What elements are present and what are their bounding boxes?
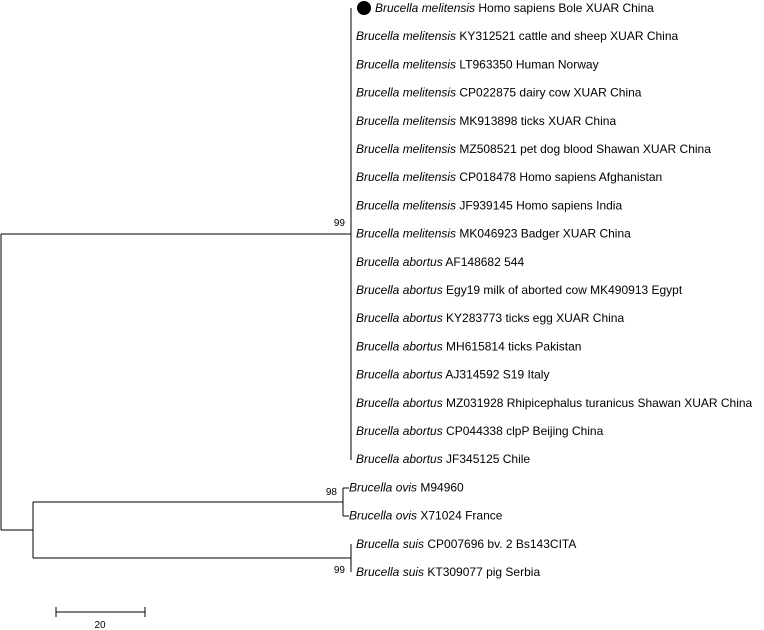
leaf-label: Brucella melitensis CP022875 dairy cow X… bbox=[356, 86, 642, 100]
leaf-label: Brucella melitensis CP018478 Homo sapien… bbox=[356, 170, 662, 184]
scale-bar-label: 20 bbox=[94, 620, 106, 630]
leaf-strain-info: MK913898 ticks XUAR China bbox=[456, 114, 616, 128]
leaf-species: Brucella melitensis bbox=[356, 227, 456, 241]
leaf-strain-info: CP018478 Homo sapiens Afghanistan bbox=[456, 170, 662, 184]
leaf-label: Brucella melitensis MZ508521 pet dog blo… bbox=[356, 142, 711, 156]
leaf-strain-info: CP022875 dairy cow XUAR China bbox=[456, 86, 642, 100]
leaf-species: Brucella melitensis bbox=[356, 198, 456, 212]
leaf-species: Brucella abortus bbox=[356, 452, 443, 466]
leaf-label: Brucella melitensis JF939145 Homo sapien… bbox=[356, 198, 622, 212]
leaf-strain-info: Egy19 milk of aborted cow MK490913 Egypt bbox=[443, 283, 683, 297]
leaf-species: Brucella abortus bbox=[356, 396, 443, 410]
leaf-strain-info: CP044338 clpP Beijing China bbox=[443, 424, 604, 438]
leaf-strain-info: Homo sapiens Bole XUAR China bbox=[475, 1, 654, 15]
leaf-label: Brucella suis KT309077 pig Serbia bbox=[356, 565, 540, 579]
leaf-label: Brucella abortus AF148682 544 bbox=[356, 255, 524, 269]
study-isolate-marker-icon bbox=[357, 1, 371, 15]
leaf-species: Brucella melitensis bbox=[356, 170, 456, 184]
leaf-species: Brucella abortus bbox=[356, 311, 443, 325]
leaf-label: Brucella melitensis LT963350 Human Norwa… bbox=[356, 57, 599, 71]
leaf-species: Brucella abortus bbox=[356, 283, 443, 297]
leaf-species: Brucella ovis bbox=[349, 480, 417, 494]
leaf-label: Brucella abortus KY283773 ticks egg XUAR… bbox=[356, 311, 624, 325]
leaf-strain-info: KY283773 ticks egg XUAR China bbox=[443, 311, 625, 325]
leaf-species: Brucella suis bbox=[356, 565, 424, 579]
leaf-species: Brucella melitensis bbox=[356, 142, 456, 156]
leaf-species: Brucella abortus bbox=[356, 339, 443, 353]
leaf-strain-info: JF939145 Homo sapiens India bbox=[456, 198, 622, 212]
leaf-species: Brucella melitensis bbox=[356, 29, 456, 43]
leaf-label: Brucella abortus Egy19 milk of aborted c… bbox=[356, 283, 683, 297]
bootstrap-value-suis: 99 bbox=[334, 565, 346, 576]
leaf-strain-info: MZ508521 pet dog blood Shawan XUAR China bbox=[456, 142, 711, 156]
tree-branches bbox=[0, 8, 352, 572]
leaf-strain-info: LT963350 Human Norway bbox=[456, 57, 599, 71]
bootstrap-value-melitensis-abortus: 99 bbox=[334, 218, 346, 229]
leaf-strain-info: AF148682 544 bbox=[443, 255, 525, 269]
leaf-strain-info: JF345125 Chile bbox=[443, 452, 531, 466]
leaf-strain-info: CP007696 bv. 2 Bs143CITA bbox=[424, 537, 576, 551]
leaf-species: Brucella melitensis bbox=[375, 1, 475, 15]
leaf-species: Brucella abortus bbox=[356, 424, 443, 438]
leaf-strain-info: KY312521 cattle and sheep XUAR China bbox=[456, 29, 678, 43]
leaf-label: Brucella abortus JF345125 Chile bbox=[356, 452, 530, 466]
leaf-label: Brucella abortus CP044338 clpP Beijing C… bbox=[356, 424, 604, 438]
leaf-species: Brucella ovis bbox=[349, 509, 417, 523]
leaf-strain-info: AJ314592 S19 Italy bbox=[443, 368, 550, 382]
leaf-species: Brucella melitensis bbox=[356, 57, 456, 71]
leaf-strain-info: M94960 bbox=[417, 480, 464, 494]
leaf-strain-info: MH615814 ticks Pakistan bbox=[443, 339, 582, 353]
leaf-species: Brucella suis bbox=[356, 537, 424, 551]
leaf-label: Brucella melitensis MK046923 Badger XUAR… bbox=[356, 227, 631, 241]
scale-bar: 20 bbox=[55, 607, 146, 630]
leaf-label: Brucella melitensis KY312521 cattle and … bbox=[356, 29, 679, 43]
leaf-species: Brucella abortus bbox=[356, 368, 443, 382]
bootstrap-value-ovis: 98 bbox=[326, 487, 338, 498]
leaf-strain-info: MK046923 Badger XUAR China bbox=[456, 227, 631, 241]
leaf-species: Brucella melitensis bbox=[356, 114, 456, 128]
leaf-species: Brucella melitensis bbox=[356, 86, 456, 100]
leaf-label: Brucella melitensis MK913898 ticks XUAR … bbox=[356, 114, 616, 128]
leaf-label: Brucella abortus MH615814 ticks Pakistan bbox=[356, 339, 581, 353]
leaf-species: Brucella abortus bbox=[356, 255, 443, 269]
leaf-labels: Brucella melitensis Homo sapiens Bole XU… bbox=[349, 1, 753, 579]
leaf-label: Brucella abortus AJ314592 S19 Italy bbox=[356, 368, 549, 382]
leaf-strain-info: KT309077 pig Serbia bbox=[424, 565, 540, 579]
leaf-label: Brucella abortus MZ031928 Rhipicephalus … bbox=[356, 396, 753, 410]
leaf-label: Brucella ovis M94960 bbox=[349, 480, 464, 494]
leaf-label: Brucella suis CP007696 bv. 2 Bs143CITA bbox=[356, 537, 576, 551]
leaf-strain-info: X71024 France bbox=[417, 509, 503, 523]
leaf-label: Brucella ovis X71024 France bbox=[349, 509, 503, 523]
leaf-strain-info: MZ031928 Rhipicephalus turanicus Shawan … bbox=[443, 396, 753, 410]
leaf-label: Brucella melitensis Homo sapiens Bole XU… bbox=[375, 1, 654, 15]
